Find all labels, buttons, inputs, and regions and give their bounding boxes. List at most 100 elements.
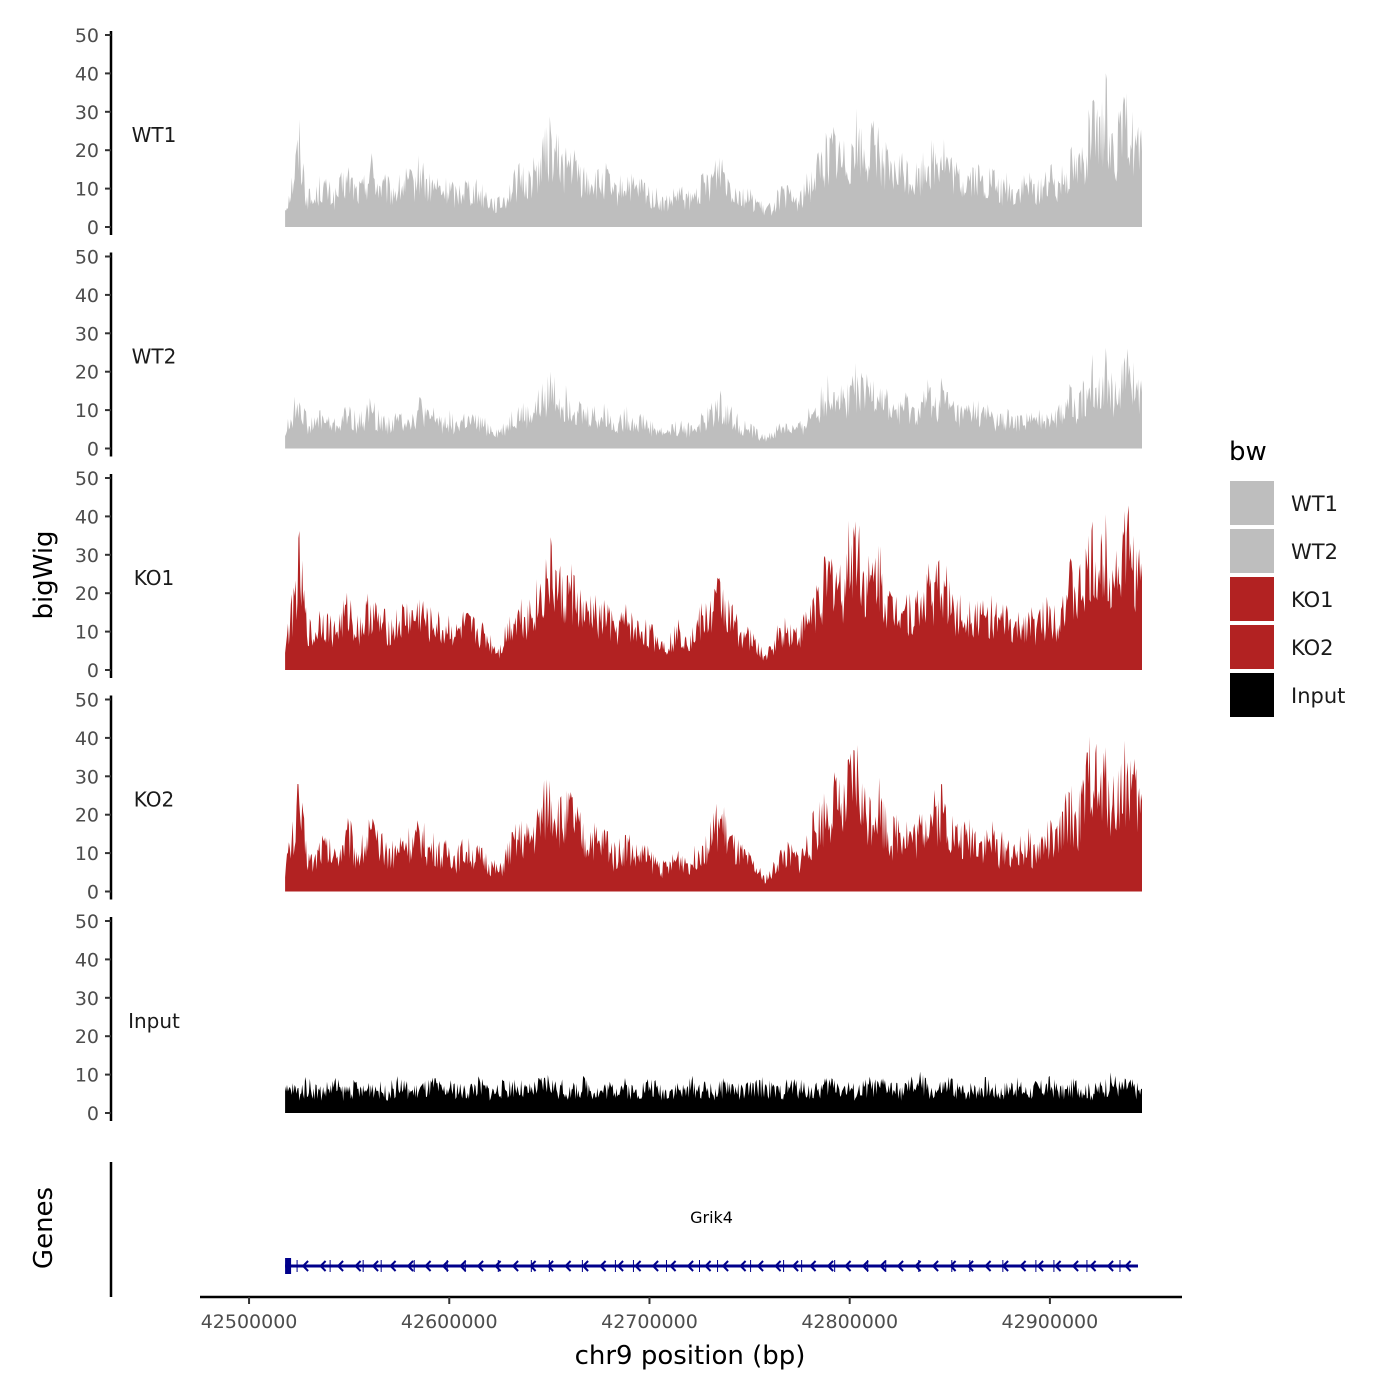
strand-arrow <box>756 1260 764 1272</box>
y-tick-label: 30 <box>75 102 99 124</box>
strand-arrow <box>1071 1260 1079 1272</box>
x-ticks: 42500000 42600000 42700000 42800000 42900000 <box>201 1297 1098 1333</box>
strand-arrow <box>721 1260 729 1272</box>
y-tick-label: 20 <box>75 1026 99 1048</box>
strand-arrow <box>826 1260 834 1272</box>
strand-arrow <box>896 1260 904 1272</box>
x-axis: 42500000 42600000 42700000 42800000 42900000… <box>200 1295 1182 1371</box>
strand-arrow <box>546 1260 554 1272</box>
strand-arrow <box>459 1260 467 1272</box>
strand-arrow <box>809 1260 817 1272</box>
strand-arrow <box>581 1260 589 1272</box>
strand-arrow <box>791 1260 799 1272</box>
strand-arrow <box>686 1260 694 1272</box>
y-tick-label: 40 <box>75 728 99 750</box>
track-input: 0 10 20 30 40 50 Input <box>75 911 1143 1125</box>
coverage-area-ko2 <box>285 736 1143 892</box>
strand-arrow <box>879 1260 887 1272</box>
y-tick-label: 10 <box>75 400 99 422</box>
legend-label: WT1 <box>1291 492 1338 516</box>
y-tick-label: 0 <box>87 660 99 682</box>
legend-item-ko1: KO1 <box>1230 577 1334 621</box>
track-ko2: 0 10 20 30 40 50 KO2 <box>75 690 1143 904</box>
genes-track-title: Genes <box>29 1187 59 1269</box>
strand-arrow <box>704 1260 712 1272</box>
legend: bw WT1 WT2 KO1 KO2 Input <box>1229 437 1345 717</box>
legend-label: KO2 <box>1291 636 1334 660</box>
strand-arrow <box>319 1260 327 1272</box>
y-tick-label: 50 <box>75 247 99 269</box>
strand-arrow <box>476 1260 484 1272</box>
strand-arrow <box>669 1260 677 1272</box>
strand-arrow <box>1001 1260 1009 1272</box>
coverage-area-input <box>285 1071 1143 1113</box>
track-label: WT2 <box>132 345 177 369</box>
coverage-area-ko1 <box>285 505 1143 670</box>
strand-arrow <box>634 1260 642 1272</box>
y-tick-label: 0 <box>87 439 99 461</box>
y-tick-label: 40 <box>75 285 99 307</box>
legend-item-ko2: KO2 <box>1230 625 1334 669</box>
strand-arrow <box>441 1260 449 1272</box>
strand-arrow <box>739 1260 747 1272</box>
strand-arrow <box>949 1260 957 1272</box>
coverage-area-wt2 <box>285 347 1143 449</box>
track-label: Input <box>128 1009 180 1033</box>
strand-arrow <box>651 1260 659 1272</box>
strand-arrow <box>844 1260 852 1272</box>
x-tick-label: 42500000 <box>201 1311 298 1333</box>
y-axis-title: bigWig <box>29 530 59 619</box>
strand-arrow <box>424 1260 432 1272</box>
x-tick-label: 42700000 <box>601 1311 698 1333</box>
legend-label: Input <box>1291 684 1345 708</box>
strand-arrow <box>511 1260 519 1272</box>
y-tick-label: 10 <box>75 179 99 201</box>
strand-arrow <box>529 1260 537 1272</box>
gene-glyphs: Grik4 <box>285 1208 1138 1274</box>
y-tick-label: 30 <box>75 323 99 345</box>
legend-item-input: Input <box>1230 673 1345 717</box>
strand-arrow <box>406 1260 414 1272</box>
strand-arrow <box>301 1260 309 1272</box>
legend-title: bw <box>1229 437 1267 467</box>
coverage-area-wt1 <box>285 73 1143 227</box>
legend-swatch <box>1230 577 1274 621</box>
y-tick-label: 0 <box>87 217 99 239</box>
gene-label: Grik4 <box>690 1208 733 1227</box>
strand-arrow <box>861 1260 869 1272</box>
strand-arrow <box>354 1260 362 1272</box>
track-wt2: 0 10 20 30 40 50 WT2 <box>75 247 1143 461</box>
x-tick-label: 42600000 <box>401 1311 498 1333</box>
y-tick-label: 0 <box>87 1103 99 1125</box>
y-tick-label: 40 <box>75 949 99 971</box>
legend-items: WT1 WT2 KO1 KO2 Input <box>1230 481 1345 717</box>
strand-arrow <box>1106 1260 1114 1272</box>
y-tick-label: 50 <box>75 690 99 712</box>
y-tick-label: 10 <box>75 843 99 865</box>
y-tick-label: 20 <box>75 805 99 827</box>
y-tick-label: 30 <box>75 988 99 1010</box>
gene-exon <box>285 1258 292 1274</box>
y-tick-label: 10 <box>75 1065 99 1087</box>
y-tick-label: 50 <box>75 25 99 47</box>
strand-arrow <box>1019 1260 1027 1272</box>
track-wt1: 0 10 20 30 40 50 WT1 <box>75 25 1143 239</box>
strand-arrow <box>371 1260 379 1272</box>
legend-item-wt1: WT1 <box>1230 481 1338 525</box>
y-tick-label: 20 <box>75 362 99 384</box>
y-tick-label: 40 <box>75 506 99 528</box>
y-tick-label: 20 <box>75 583 99 605</box>
legend-swatch <box>1230 625 1274 669</box>
strand-arrow <box>564 1260 572 1272</box>
legend-label: KO1 <box>1291 588 1334 612</box>
strand-arrow <box>1036 1260 1044 1272</box>
strand-arrow <box>774 1260 782 1272</box>
y-tick-label: 50 <box>75 468 99 490</box>
y-tick-label: 40 <box>75 63 99 85</box>
strand-arrow <box>931 1260 939 1272</box>
y-tick-label: 10 <box>75 622 99 644</box>
strand-arrow <box>1124 1260 1132 1272</box>
legend-swatch <box>1230 673 1274 717</box>
y-tick-label: 20 <box>75 140 99 162</box>
